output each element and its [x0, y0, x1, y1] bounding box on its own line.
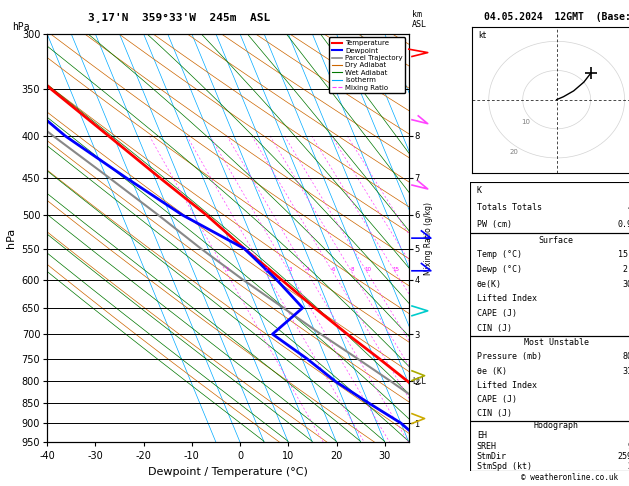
Text: -4: -4 [628, 186, 629, 195]
Text: K: K [477, 186, 482, 195]
Text: StmDir: StmDir [477, 452, 507, 461]
Text: θe (K): θe (K) [477, 366, 507, 376]
Text: kt: kt [479, 32, 487, 40]
Text: 4: 4 [306, 266, 309, 272]
Text: Temp (°C): Temp (°C) [477, 250, 522, 260]
Text: 40: 40 [628, 203, 629, 212]
Text: 11: 11 [628, 295, 629, 303]
Text: 3¸17'N  359°33'W  245m  ASL: 3¸17'N 359°33'W 245m ASL [88, 12, 270, 22]
Text: CIN (J): CIN (J) [477, 409, 512, 418]
Text: 310: 310 [623, 366, 629, 376]
Text: CAPE (J): CAPE (J) [477, 395, 517, 404]
Text: CAPE (J): CAPE (J) [477, 309, 517, 318]
Text: Lifted Index: Lifted Index [477, 381, 537, 390]
Text: PW (cm): PW (cm) [477, 220, 512, 229]
Text: 10: 10 [364, 266, 372, 272]
Text: 2: 2 [264, 266, 268, 272]
Text: SREH: SREH [477, 442, 497, 451]
Text: Dewp (°C): Dewp (°C) [477, 265, 522, 274]
Text: 95: 95 [628, 442, 629, 451]
Text: Totals Totals: Totals Totals [477, 203, 542, 212]
Text: StmSpd (kt): StmSpd (kt) [477, 462, 532, 471]
Text: EH: EH [477, 432, 487, 440]
Text: CIN (J): CIN (J) [477, 324, 512, 333]
X-axis label: Dewpoint / Temperature (°C): Dewpoint / Temperature (°C) [148, 467, 308, 477]
Legend: Temperature, Dewpoint, Parcel Trajectory, Dry Adiabat, Wet Adiabat, Isotherm, Mi: Temperature, Dewpoint, Parcel Trajectory… [329, 37, 405, 93]
Text: 2.9: 2.9 [623, 265, 629, 274]
Text: 8: 8 [351, 266, 355, 272]
Text: 259°: 259° [618, 452, 629, 461]
Text: Lifted Index: Lifted Index [477, 295, 537, 303]
Text: θe(K): θe(K) [477, 279, 502, 289]
Text: Hodograph: Hodograph [534, 421, 579, 431]
Text: km
ASL: km ASL [412, 10, 427, 29]
Y-axis label: hPa: hPa [6, 228, 16, 248]
Y-axis label: Mixing Ratio (g/kg): Mixing Ratio (g/kg) [424, 202, 433, 275]
Text: 800: 800 [623, 352, 629, 361]
Text: © weatheronline.co.uk: © weatheronline.co.uk [521, 473, 618, 482]
Text: 15: 15 [393, 266, 400, 272]
Text: 10: 10 [521, 119, 530, 125]
Text: Most Unstable: Most Unstable [524, 338, 589, 347]
Text: 3: 3 [288, 266, 292, 272]
Text: 0.95: 0.95 [618, 220, 629, 229]
Text: 6: 6 [332, 266, 335, 272]
Text: 26: 26 [628, 462, 629, 471]
Text: Pressure (mb): Pressure (mb) [477, 352, 542, 361]
Text: 303: 303 [623, 279, 629, 289]
Text: LCL: LCL [413, 377, 426, 386]
Text: 1: 1 [225, 266, 229, 272]
Text: 15.4: 15.4 [618, 250, 629, 260]
Text: 04.05.2024  12GMT  (Base: 12): 04.05.2024 12GMT (Base: 12) [484, 12, 629, 22]
Text: 20: 20 [509, 149, 518, 155]
Text: hPa: hPa [13, 21, 30, 32]
Text: Surface: Surface [539, 236, 574, 244]
